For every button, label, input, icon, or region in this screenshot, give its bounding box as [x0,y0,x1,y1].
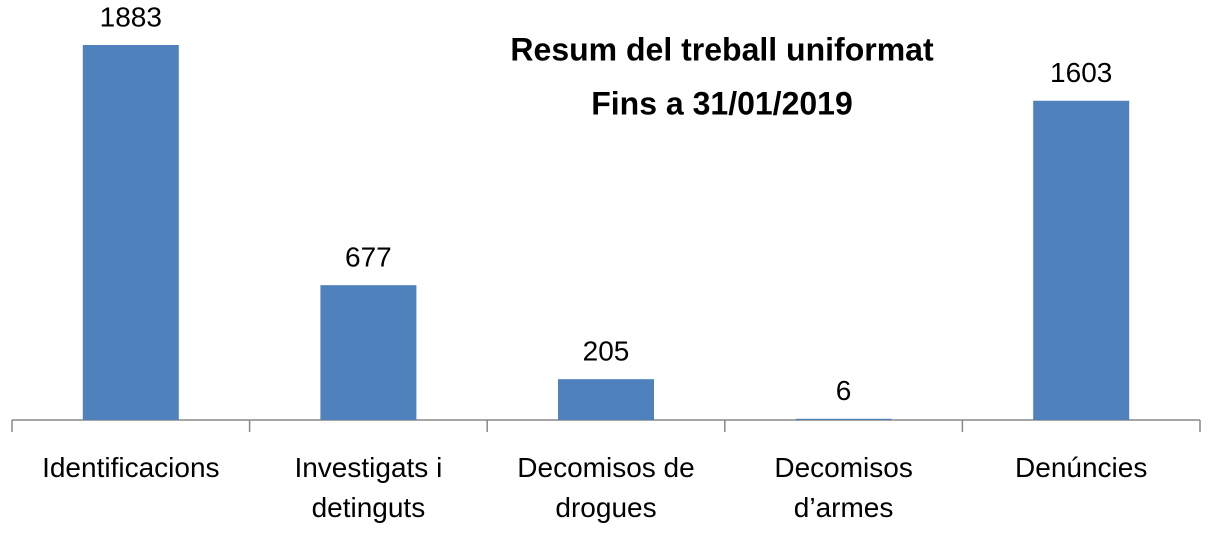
x-tick-label: Decomisos de drogues [517,452,695,523]
chart-subtitle: Fins a 31/01/2019 [591,85,853,121]
value-label: 1603 [1050,57,1112,88]
value-label: 6 [836,375,852,406]
bar [82,45,179,420]
bar [1033,100,1130,420]
value-label: 1883 [100,1,162,32]
x-tick-label: Investigats i detinguts [294,452,443,523]
value-label: 677 [345,242,392,273]
x-tick-label: Decomisos d’armes [774,452,913,523]
x-tick-label: Identificacions [42,452,220,483]
value-label: 205 [583,336,630,367]
chart-title: Resum del treball uniformat [510,31,934,67]
bar [795,418,892,420]
x-tick-label: Denúncies [1015,452,1148,483]
bar [558,379,654,420]
bar [320,285,417,420]
